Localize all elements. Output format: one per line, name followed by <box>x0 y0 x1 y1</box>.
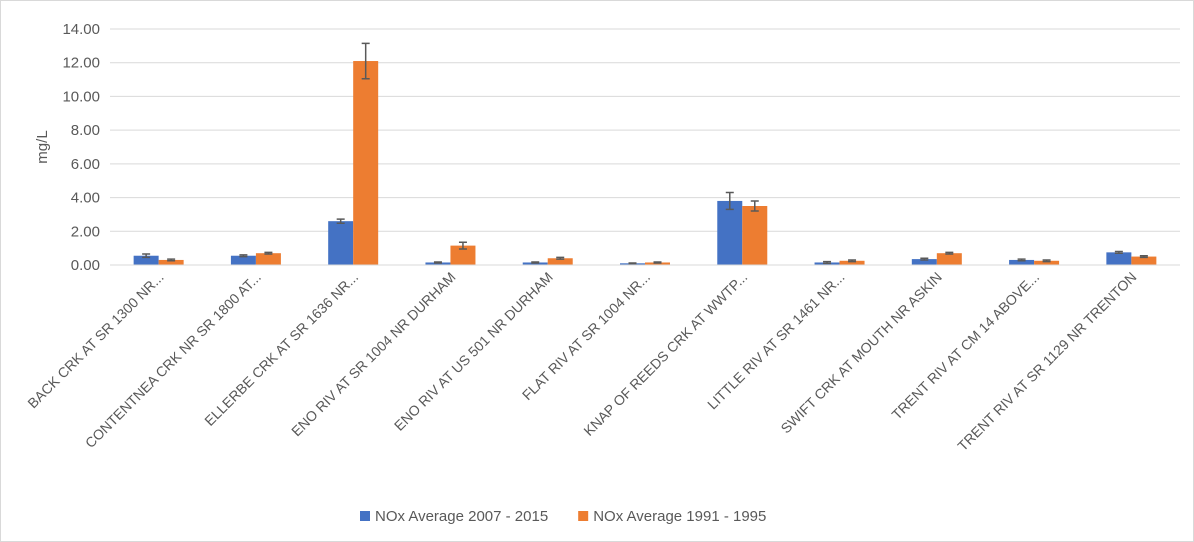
bar <box>522 262 548 265</box>
legend-swatch <box>578 511 589 521</box>
error-bar <box>823 260 832 265</box>
y-tick-label: 8.00 <box>71 122 100 139</box>
error-bar <box>264 251 273 255</box>
error-bar <box>1139 254 1148 259</box>
y-tick-label: 14.00 <box>62 21 100 38</box>
bar <box>353 61 379 266</box>
error-bar <box>433 261 442 264</box>
error-bar <box>142 253 151 259</box>
error-bar <box>1114 250 1123 254</box>
error-bar <box>1017 258 1026 262</box>
bar <box>839 260 865 265</box>
bar <box>1009 259 1035 265</box>
error-bar <box>556 256 565 260</box>
error-bar <box>336 218 345 224</box>
bar <box>547 258 573 265</box>
bar <box>450 245 476 265</box>
error-bar <box>628 262 637 265</box>
error-bar <box>848 259 857 263</box>
legend-swatch <box>360 511 370 521</box>
error-bar <box>653 261 662 264</box>
bar <box>936 253 962 265</box>
error-bar <box>1042 259 1051 263</box>
bar <box>1131 256 1157 265</box>
bar <box>717 200 743 265</box>
error-bar <box>750 200 759 212</box>
error-bar <box>458 241 467 250</box>
y-tick-label: 0.00 <box>71 257 100 274</box>
error-bar <box>239 254 248 258</box>
bar <box>230 255 256 265</box>
bar <box>255 253 281 265</box>
error-bar <box>531 261 540 264</box>
legend-label: NOx Average 1991 - 1995 <box>593 508 766 525</box>
bar <box>328 221 354 265</box>
bar <box>1106 252 1132 265</box>
bar <box>645 262 670 265</box>
y-tick-label: 10.00 <box>62 88 100 105</box>
error-bar <box>167 258 176 262</box>
bar <box>1034 260 1060 265</box>
y-tick-label: 6.00 <box>71 156 100 173</box>
y-tick-label: 12.00 <box>62 55 100 72</box>
y-tick-label: 2.00 <box>71 223 100 240</box>
bar <box>133 255 159 265</box>
y-axis-label: mg/L <box>34 130 51 163</box>
legend-label: NOx Average 2007 - 2015 <box>375 508 548 525</box>
error-bar <box>945 251 954 255</box>
y-tick-label: 4.00 <box>71 190 100 207</box>
bar <box>158 259 184 265</box>
error-bar <box>361 42 370 80</box>
bar <box>911 259 937 265</box>
bar <box>425 262 451 265</box>
error-bar <box>920 257 929 261</box>
error-bar <box>725 191 734 211</box>
bar <box>742 206 768 265</box>
